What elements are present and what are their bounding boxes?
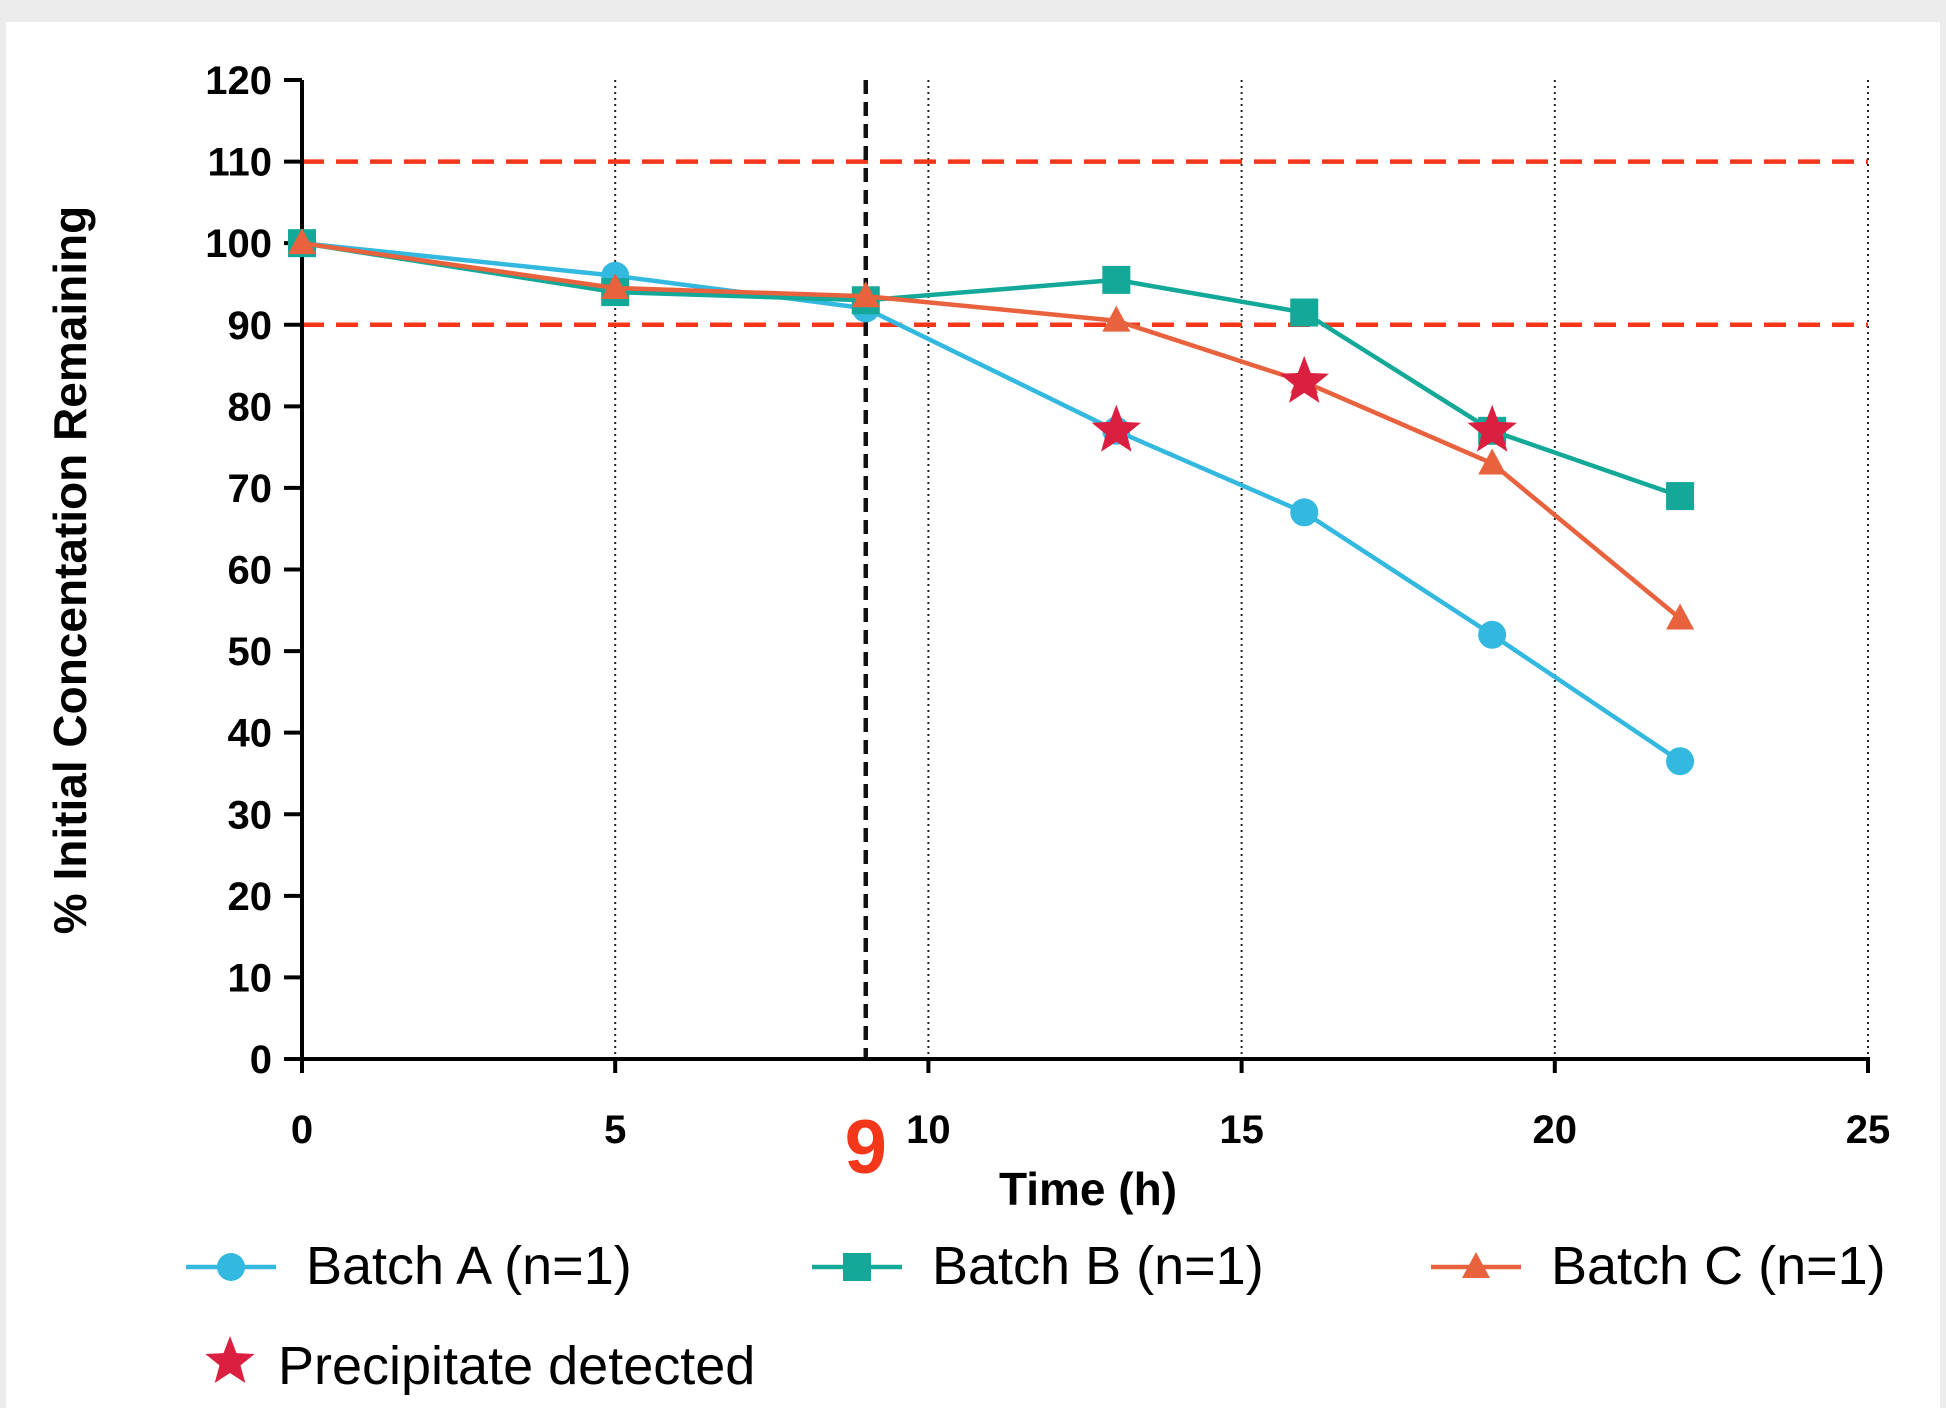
legend-item-precipitate: Precipitate detected	[205, 1336, 755, 1396]
y-tick-label-50: 50	[228, 630, 273, 674]
data-point	[851, 281, 880, 308]
y-tick-label-70: 70	[228, 467, 273, 511]
x-tick-label-25: 25	[1846, 1108, 1891, 1152]
tick-labels: 0 10 20 30 40 50 60 70 80 90 100 110 120 0 5 10 15 20 25	[205, 59, 1890, 1152]
data-point	[1666, 482, 1695, 511]
series-line	[301, 240, 1682, 621]
y-tick-label-10: 10	[228, 956, 273, 1000]
y-tick-label-20: 20	[228, 875, 273, 919]
legend-marker	[843, 1253, 871, 1281]
legend-label-batch-b: Batch B (n=1)	[932, 1236, 1264, 1296]
legend-marker-batch-b	[843, 1253, 871, 1281]
data-point	[1478, 448, 1507, 475]
precipitate-star-icon	[1279, 355, 1329, 403]
y-axis-title: % Initial Concentation Remaining	[44, 206, 96, 934]
data-point	[1102, 265, 1131, 294]
precipitate-star-icon	[1467, 404, 1517, 452]
reference-lines	[302, 80, 1868, 1059]
y-tick-label-30: 30	[228, 793, 273, 837]
x-tick-label-15: 15	[1219, 1108, 1264, 1152]
vertical-line-annotation: 9	[845, 1105, 887, 1190]
data-point	[1290, 298, 1319, 327]
legend: Batch A (n=1) Batch B (n=1) Batch C (n=1…	[186, 1236, 1886, 1396]
legend-marker-batch-a	[217, 1253, 245, 1281]
y-tick-label-110: 110	[207, 141, 272, 185]
y-tick-label-120: 120	[205, 59, 272, 103]
data-point	[1478, 620, 1507, 649]
legend-item-batch-a: Batch A (n=1)	[186, 1236, 632, 1296]
data-point	[288, 228, 316, 255]
series-layer	[288, 228, 1695, 776]
concentration-chart: 0 10 20 30 40 50 60 70 80 90 100 110 120 0 5 10 15 20 25 T…	[44, 59, 1890, 1396]
x-tick-label-20: 20	[1533, 1108, 1578, 1152]
legend-label-precipitate: Precipitate detected	[278, 1336, 755, 1396]
y-tick-label-60: 60	[228, 549, 273, 593]
legend-marker	[217, 1253, 245, 1281]
y-tick-label-40: 40	[228, 712, 273, 756]
legend-star-icon	[205, 1336, 255, 1383]
data-point	[1102, 305, 1131, 332]
legend-marker	[1462, 1252, 1490, 1278]
legend-label-batch-a: Batch A (n=1)	[306, 1236, 632, 1296]
y-tick-label-90: 90	[228, 304, 273, 348]
x-axis-title: Time (h)	[999, 1163, 1177, 1215]
legend-item-batch-c: Batch C (n=1)	[1431, 1236, 1886, 1296]
data-point	[1666, 603, 1695, 630]
y-tick-label-0: 0	[250, 1038, 272, 1082]
x-tick-label-10: 10	[906, 1108, 951, 1152]
legend-label-batch-c: Batch C (n=1)	[1551, 1236, 1886, 1296]
series-line	[301, 240, 1682, 764]
y-tick-label-80: 80	[228, 385, 273, 429]
data-point	[1666, 747, 1695, 776]
star-icon	[205, 1336, 255, 1383]
data-point	[1290, 498, 1319, 527]
precipitate-markers	[1091, 355, 1517, 452]
data-point	[601, 273, 630, 300]
y-tick-label-100: 100	[205, 222, 272, 266]
chart-card: 0 10 20 30 40 50 60 70 80 90 100 110 120 0 5 10 15 20 25 T…	[6, 22, 1940, 1408]
legend-item-batch-b: Batch B (n=1)	[812, 1236, 1264, 1296]
x-tick-label-5: 5	[604, 1108, 626, 1152]
precipitate-star-icon	[1091, 404, 1141, 452]
series-1	[288, 229, 1695, 776]
legend-marker-batch-c	[1462, 1252, 1490, 1278]
gridlines	[614, 80, 1869, 1059]
x-tick-label-0: 0	[291, 1108, 313, 1152]
